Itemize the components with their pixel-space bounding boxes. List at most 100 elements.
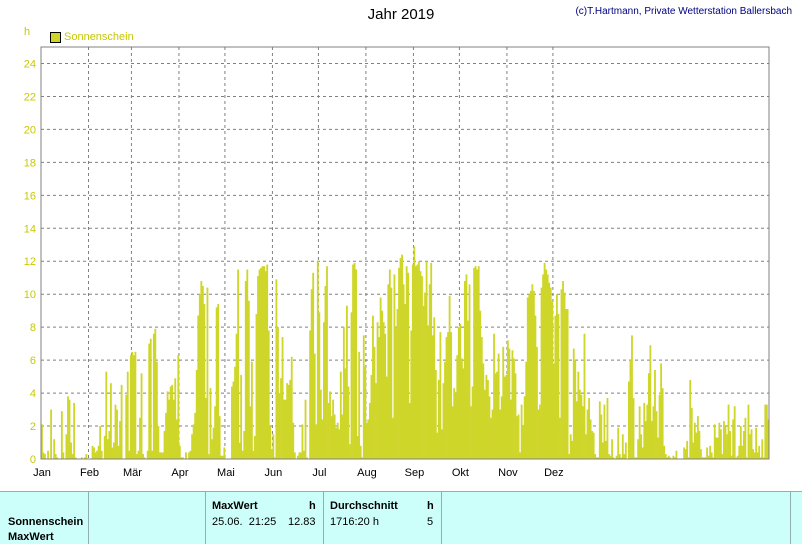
bar-day-364: [597, 457, 600, 459]
bar-day-197: [341, 414, 344, 459]
bar-day-408: [664, 454, 667, 459]
bar-day-81: [163, 430, 166, 459]
bar-day-46: [109, 383, 112, 459]
bar-day-237: [402, 284, 405, 459]
bar-day-85: [169, 386, 172, 459]
bar-day-328: [542, 274, 545, 459]
bar-day-154: [275, 279, 278, 459]
bar-day-58: [128, 450, 131, 459]
bar-day-402: [655, 411, 658, 459]
bar-day-426: [692, 442, 695, 459]
bar-day-202: [349, 444, 351, 459]
bar-day-2: [42, 452, 45, 459]
bar-day-127: [234, 366, 236, 459]
avg-unit: h: [427, 500, 434, 512]
bar-day-190: [330, 416, 333, 459]
bar-day-392: [640, 434, 643, 459]
bar-day-59: [129, 355, 132, 459]
chart-title: Jahr 2019: [367, 6, 435, 23]
bar-day-334: [551, 300, 554, 459]
bar-day-230: [391, 417, 394, 459]
bar-day-68: [143, 457, 146, 459]
bar-day-319: [528, 294, 531, 459]
bar-day-459: [742, 430, 745, 459]
x-tick-label: Nov: [498, 467, 518, 479]
bar-day-45: [108, 430, 111, 459]
bar-day-263: [442, 383, 445, 459]
bar-day-267: [448, 295, 451, 459]
bar-day-271: [454, 393, 457, 459]
bar-day-14: [60, 411, 63, 459]
bar-day-228: [388, 269, 391, 459]
data-bars: [41, 246, 770, 459]
bar-day-355: [583, 333, 586, 459]
bar-day-225: [384, 333, 387, 459]
bar-day-83: [166, 391, 169, 459]
bar-day-332: [548, 282, 551, 459]
bar-day-314: [520, 404, 523, 459]
bar-day-145: [261, 266, 264, 459]
bar-day-470: [759, 457, 762, 459]
bar-day-215: [368, 402, 371, 459]
bar-day-187: [326, 266, 328, 459]
bar-day-220: [376, 322, 379, 459]
bar-day-153: [273, 457, 276, 459]
bar-day-149: [267, 330, 270, 459]
bar-day-350: [575, 401, 578, 459]
bar-day-132: [241, 450, 244, 459]
bar-day-17: [65, 434, 68, 459]
bar-day-257: [433, 317, 436, 459]
y-tick-label: 20: [24, 124, 36, 136]
bar-day-303: [503, 376, 506, 459]
bar-day-204: [352, 264, 354, 459]
bar-day-131: [240, 374, 243, 459]
bar-day-61: [132, 355, 135, 459]
bar-day-52: [119, 421, 121, 459]
y-tick-label: 14: [24, 223, 36, 235]
bar-day-159: [283, 399, 285, 459]
bar-day-367: [601, 442, 604, 459]
bar-day-258: [434, 370, 437, 459]
bar-day-130: [238, 442, 241, 459]
bar-day-457: [739, 426, 742, 459]
bar-day-281: [470, 406, 472, 459]
bar-day-321: [531, 284, 534, 459]
bar-day-434: [704, 457, 707, 459]
bar-day-444: [719, 429, 722, 459]
bar-day-236: [401, 254, 404, 459]
bar-day-401: [654, 370, 656, 459]
bar-day-216: [370, 374, 373, 459]
bar-day-286: [477, 266, 480, 459]
bar-day-170: [300, 452, 302, 459]
bar-day-365: [598, 401, 601, 459]
bar-day-311: [516, 416, 518, 459]
bar-day-318: [526, 297, 529, 459]
max-value: 12.83: [288, 516, 316, 528]
x-tick-label: Mär: [123, 467, 142, 479]
bar-day-266: [447, 332, 449, 459]
bar-day-80: [162, 452, 164, 459]
bar-day-327: [540, 287, 543, 459]
y-tick-label: 10: [24, 289, 36, 301]
plot-frame: [40, 46, 770, 460]
bar-day-250: [422, 305, 425, 459]
bar-day-198: [342, 327, 345, 459]
bar-day-241: [408, 402, 411, 459]
bar-day-247: [418, 261, 420, 459]
bar-day-374: [612, 457, 615, 459]
bar-day-295: [491, 409, 494, 459]
bar-day-99: [191, 434, 194, 459]
bar-day-429: [696, 416, 699, 459]
bar-day-118: [220, 455, 223, 459]
bar-day-219: [375, 383, 377, 459]
bar-day-317: [525, 361, 528, 459]
x-tick-label: Jul: [312, 467, 326, 479]
bar-day-89: [175, 419, 178, 459]
bar-day-356: [585, 434, 587, 459]
bar-day-201: [347, 386, 350, 459]
bar-day-113: [212, 427, 215, 459]
bar-day-75: [154, 328, 157, 459]
bar-day-370: [606, 398, 609, 459]
bar-day-50: [116, 409, 118, 459]
